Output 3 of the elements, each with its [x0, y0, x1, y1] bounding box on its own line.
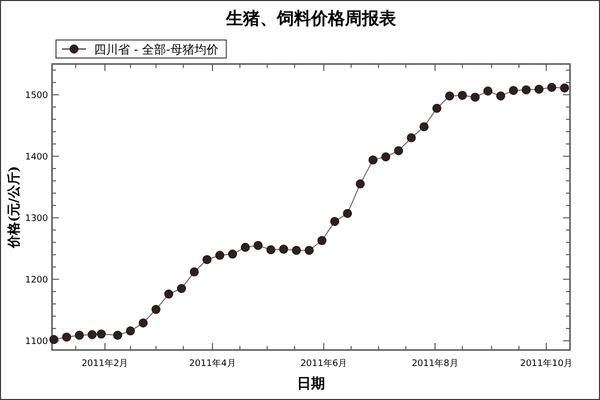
ylabel: 价格(元/公斤) — [7, 166, 22, 248]
title: 生猪、饲料价格周报表 — [226, 9, 396, 29]
xlabel: 日期 — [297, 376, 325, 392]
